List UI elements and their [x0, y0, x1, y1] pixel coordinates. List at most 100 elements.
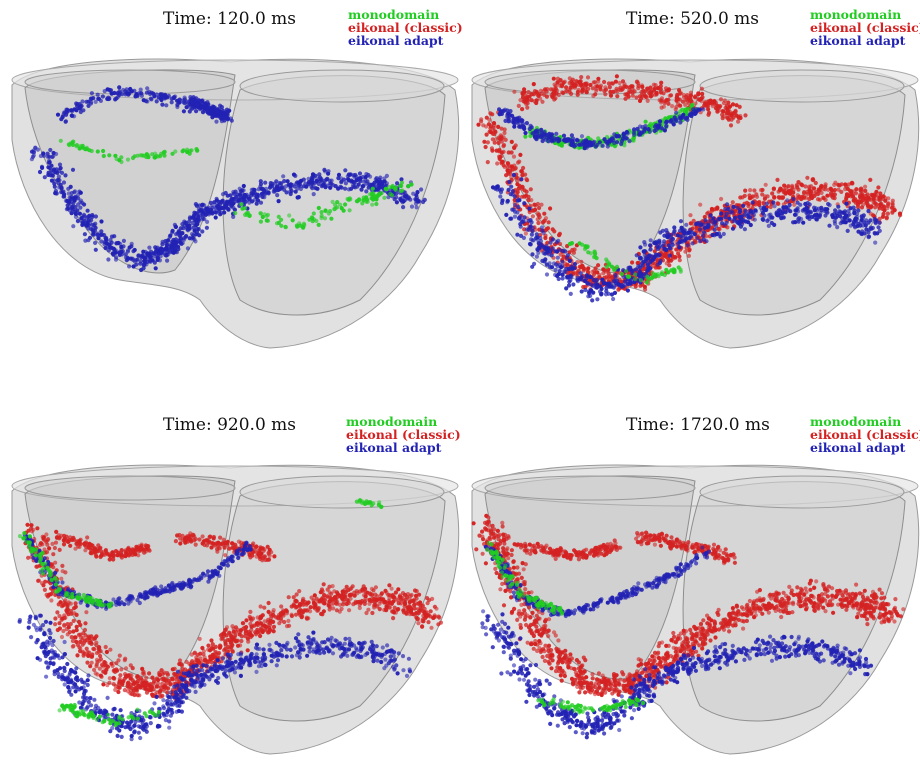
activation-point — [608, 93, 614, 98]
activation-point — [200, 229, 205, 234]
activation-point — [516, 205, 521, 210]
activation-point — [53, 191, 58, 196]
activation-point — [173, 149, 178, 154]
activation-point — [505, 198, 510, 204]
activation-point — [680, 107, 685, 112]
activation-point — [414, 205, 419, 210]
activation-point — [180, 231, 185, 236]
activation-point — [664, 124, 669, 129]
activation-point — [279, 223, 284, 228]
activation-point — [878, 191, 883, 196]
activation-point — [490, 129, 495, 134]
activation-point — [352, 593, 357, 598]
activation-point — [133, 94, 138, 99]
activation-point — [364, 172, 369, 177]
activation-point — [509, 184, 514, 189]
activation-point — [330, 199, 335, 204]
activation-point — [781, 189, 786, 195]
activation-point — [59, 117, 64, 122]
activation-point — [515, 232, 520, 237]
activation-point — [266, 600, 271, 606]
activation-point — [725, 115, 730, 120]
activation-point — [82, 202, 87, 207]
activation-point — [158, 694, 163, 699]
activation-point — [136, 253, 141, 258]
activation-point — [842, 209, 848, 214]
activation-point — [683, 107, 688, 112]
activation-point — [495, 161, 500, 166]
activation-point — [154, 676, 160, 681]
activation-point — [316, 181, 321, 187]
activation-point — [496, 140, 501, 146]
activation-point — [70, 109, 75, 114]
activation-point — [810, 177, 815, 182]
activation-point — [553, 272, 558, 277]
activation-point — [63, 173, 68, 178]
activation-point — [617, 80, 622, 86]
activation-point — [505, 161, 510, 166]
activation-point — [177, 658, 183, 663]
activation-point — [652, 261, 657, 266]
activation-point — [560, 276, 565, 281]
activation-point — [561, 133, 567, 138]
activation-point — [29, 149, 35, 154]
activation-point — [853, 191, 859, 196]
activation-point — [681, 114, 686, 119]
activation-point — [86, 545, 91, 550]
activation-point — [91, 646, 96, 651]
activation-point — [392, 197, 397, 202]
activation-point — [393, 590, 398, 595]
activation-point — [524, 98, 529, 103]
activation-point — [258, 211, 263, 216]
activation-point — [200, 202, 205, 207]
activation-point — [332, 207, 337, 212]
activation-point — [671, 270, 676, 275]
activation-point — [846, 182, 851, 187]
activation-point — [409, 204, 415, 209]
activation-point — [811, 215, 816, 220]
activation-point — [506, 150, 511, 155]
activation-point — [89, 148, 94, 154]
activation-point — [548, 87, 554, 92]
activation-point — [697, 227, 702, 232]
activation-point — [293, 173, 298, 178]
activation-point — [720, 221, 725, 226]
activation-point — [259, 191, 265, 196]
activation-point — [578, 80, 583, 85]
activation-point — [579, 274, 584, 280]
activation-point — [555, 80, 560, 85]
activation-point — [659, 100, 664, 105]
activation-point — [139, 544, 144, 549]
activation-point — [416, 621, 421, 626]
activation-point — [62, 623, 67, 628]
activation-point — [515, 210, 520, 215]
activation-point — [799, 196, 804, 202]
activation-point — [343, 168, 348, 173]
activation-point — [173, 94, 178, 99]
activation-point — [262, 619, 267, 624]
activation-point — [316, 205, 321, 211]
activation-point — [634, 253, 639, 258]
activation-point — [642, 252, 647, 258]
activation-point — [594, 256, 599, 261]
activation-point — [508, 164, 513, 169]
activation-point — [54, 529, 59, 534]
activation-point — [180, 149, 185, 154]
activation-point — [200, 215, 205, 220]
activation-point — [77, 146, 82, 151]
activation-point — [155, 255, 160, 260]
activation-point — [233, 189, 238, 194]
activation-point — [508, 216, 513, 221]
activation-point — [210, 642, 215, 647]
activation-point — [247, 213, 252, 218]
activation-point — [568, 291, 573, 296]
activation-point — [741, 203, 746, 208]
activation-point — [530, 264, 535, 269]
activation-point — [721, 109, 726, 114]
activation-point — [276, 220, 281, 225]
activation-point — [70, 204, 75, 209]
point-cloud — [476, 74, 903, 303]
activation-point — [202, 108, 207, 113]
activation-point — [218, 535, 223, 540]
activation-point — [804, 205, 809, 210]
